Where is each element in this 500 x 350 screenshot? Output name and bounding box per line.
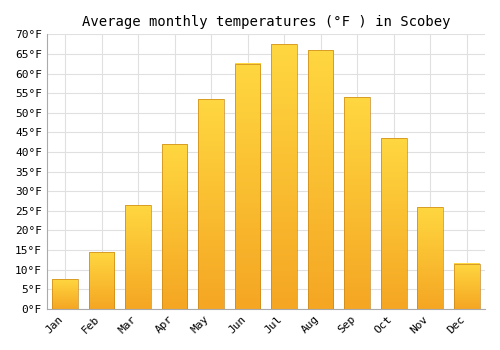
Bar: [308, 50, 334, 309]
Bar: [418, 207, 443, 309]
Bar: [454, 264, 479, 309]
Bar: [272, 44, 297, 309]
Bar: [162, 144, 188, 309]
Bar: [52, 279, 78, 309]
Bar: [344, 97, 370, 309]
Bar: [235, 64, 260, 309]
Bar: [381, 138, 406, 309]
Bar: [89, 252, 114, 309]
Bar: [198, 99, 224, 309]
Title: Average monthly temperatures (°F ) in Scobey: Average monthly temperatures (°F ) in Sc…: [82, 15, 450, 29]
Bar: [126, 205, 151, 309]
